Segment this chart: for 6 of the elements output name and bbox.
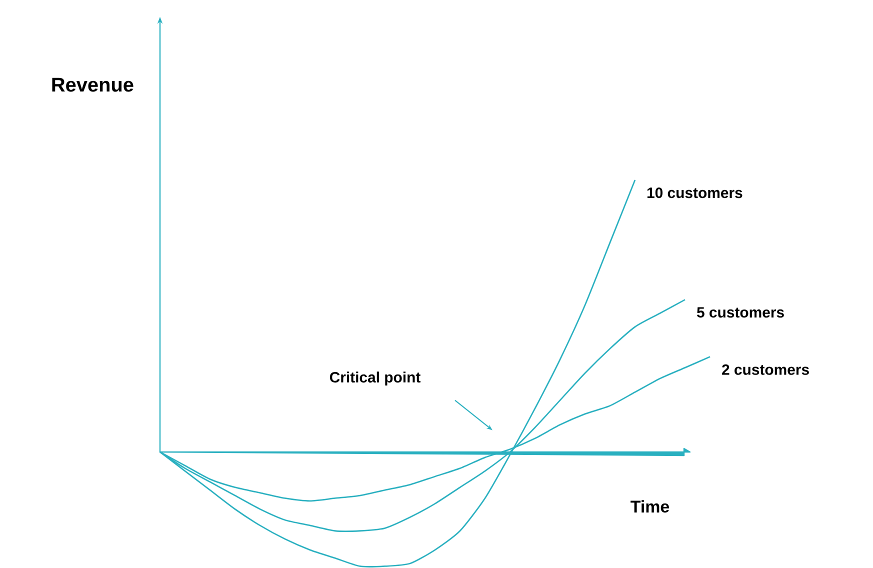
x-axis-title: Time	[630, 500, 670, 513]
series-label: 2 customers	[722, 364, 809, 375]
annotation: Critical point	[330, 372, 420, 386]
series-label: 5 customers	[696, 307, 784, 318]
series-label: 10 customers	[647, 188, 742, 198]
y-axis-title: Revenue	[52, 78, 134, 92]
